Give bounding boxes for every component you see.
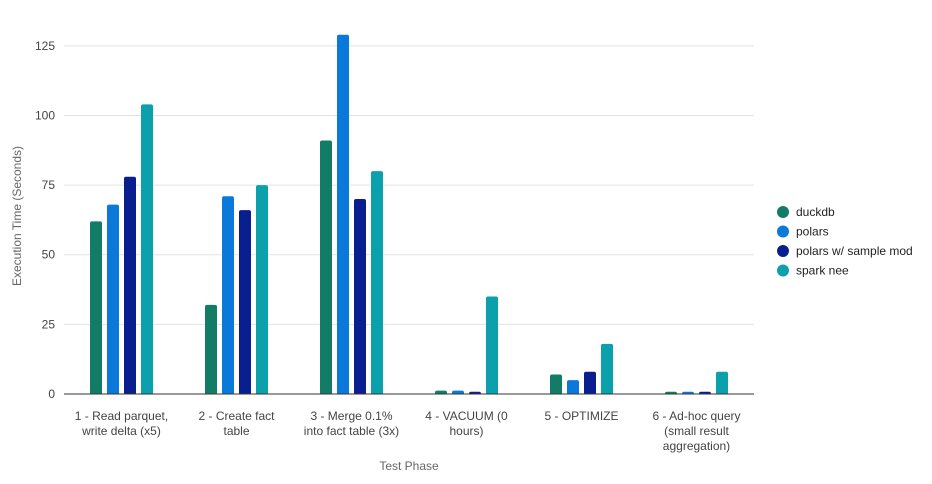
bar-spark-nee-3: [371, 171, 383, 394]
legend-swatch: [777, 264, 789, 277]
bar-spark-nee-6: [716, 371, 728, 394]
bar-polars-w-sample-mod-1: [124, 176, 136, 394]
bar-duckdb-3: [320, 140, 332, 394]
bar-duckdb-5: [550, 374, 562, 394]
x-tick-label: 4 - VACUUM (0: [425, 409, 508, 423]
bar-spark-nee-1: [141, 104, 153, 394]
bar-polars-w-sample-mod-3: [354, 199, 366, 394]
bar-duckdb-4: [435, 390, 447, 394]
bar-polars-w-sample-mod-6: [699, 391, 711, 394]
x-tick-label: 3 - Merge 0.1%: [310, 409, 392, 423]
x-tick-label: hours): [449, 424, 483, 438]
bar-polars-6: [682, 391, 694, 394]
bar-duckdb-2: [205, 304, 217, 394]
legend-swatch: [777, 245, 789, 257]
x-tick-label: 1 - Read parquet,: [75, 409, 168, 423]
bar-polars-5: [567, 380, 579, 394]
x-axis-ticks: 1 - Read parquet,write delta (x5) 2 - Cre…: [75, 409, 741, 453]
legend-label: duckdb: [796, 205, 835, 219]
legend-swatch: [777, 225, 789, 238]
legend-swatch: [777, 206, 789, 218]
bar-spark-nee-2: [256, 185, 268, 394]
x-tick-label: aggregation): [663, 439, 730, 453]
bars: [90, 34, 728, 394]
y-tick-label: 75: [42, 178, 56, 192]
y-tick-label: 0: [48, 387, 55, 401]
y-tick-label: 100: [35, 108, 55, 122]
bar-polars-4: [452, 390, 464, 394]
bar-polars-w-sample-mod-2: [239, 210, 251, 394]
y-axis-title: Execution Time (Seconds): [10, 146, 24, 286]
bar-duckdb-1: [90, 221, 102, 394]
bar-polars-3: [337, 34, 349, 394]
x-tick-label: 2 - Create fact: [198, 409, 275, 423]
bar-polars-2: [222, 196, 234, 394]
gridlines: [64, 45, 754, 325]
y-tick-label: 125: [35, 39, 55, 53]
bar-duckdb-6: [665, 391, 677, 394]
y-tick-label: 25: [42, 317, 56, 331]
x-tick-label: table: [223, 424, 249, 438]
x-axis-title: Test Phase: [379, 459, 439, 473]
bar-spark-nee-5: [601, 343, 613, 394]
bar-polars-1: [107, 204, 119, 394]
x-tick-label: write delta (x5): [81, 424, 161, 438]
x-tick-label: (small result: [664, 424, 729, 438]
x-tick-label: 5 - OPTIMIZE: [544, 409, 618, 423]
bar-polars-w-sample-mod-5: [584, 371, 596, 394]
bar-spark-nee-4: [486, 296, 498, 394]
legend-label: spark nee: [796, 264, 849, 278]
x-tick-label: into fact table (3x): [304, 424, 399, 438]
legend: duckdb polars polars w/ sample mod spark ne…: [777, 205, 913, 278]
y-axis-ticks: 0 25 50 75 100 125: [35, 39, 55, 401]
bar-polars-w-sample-mod-4: [469, 391, 481, 394]
legend-label: polars w/ sample mod: [796, 244, 913, 258]
y-tick-label: 50: [42, 248, 56, 262]
x-tick-label: 6 - Ad-hoc query: [652, 409, 740, 423]
legend-label: polars: [796, 225, 829, 239]
